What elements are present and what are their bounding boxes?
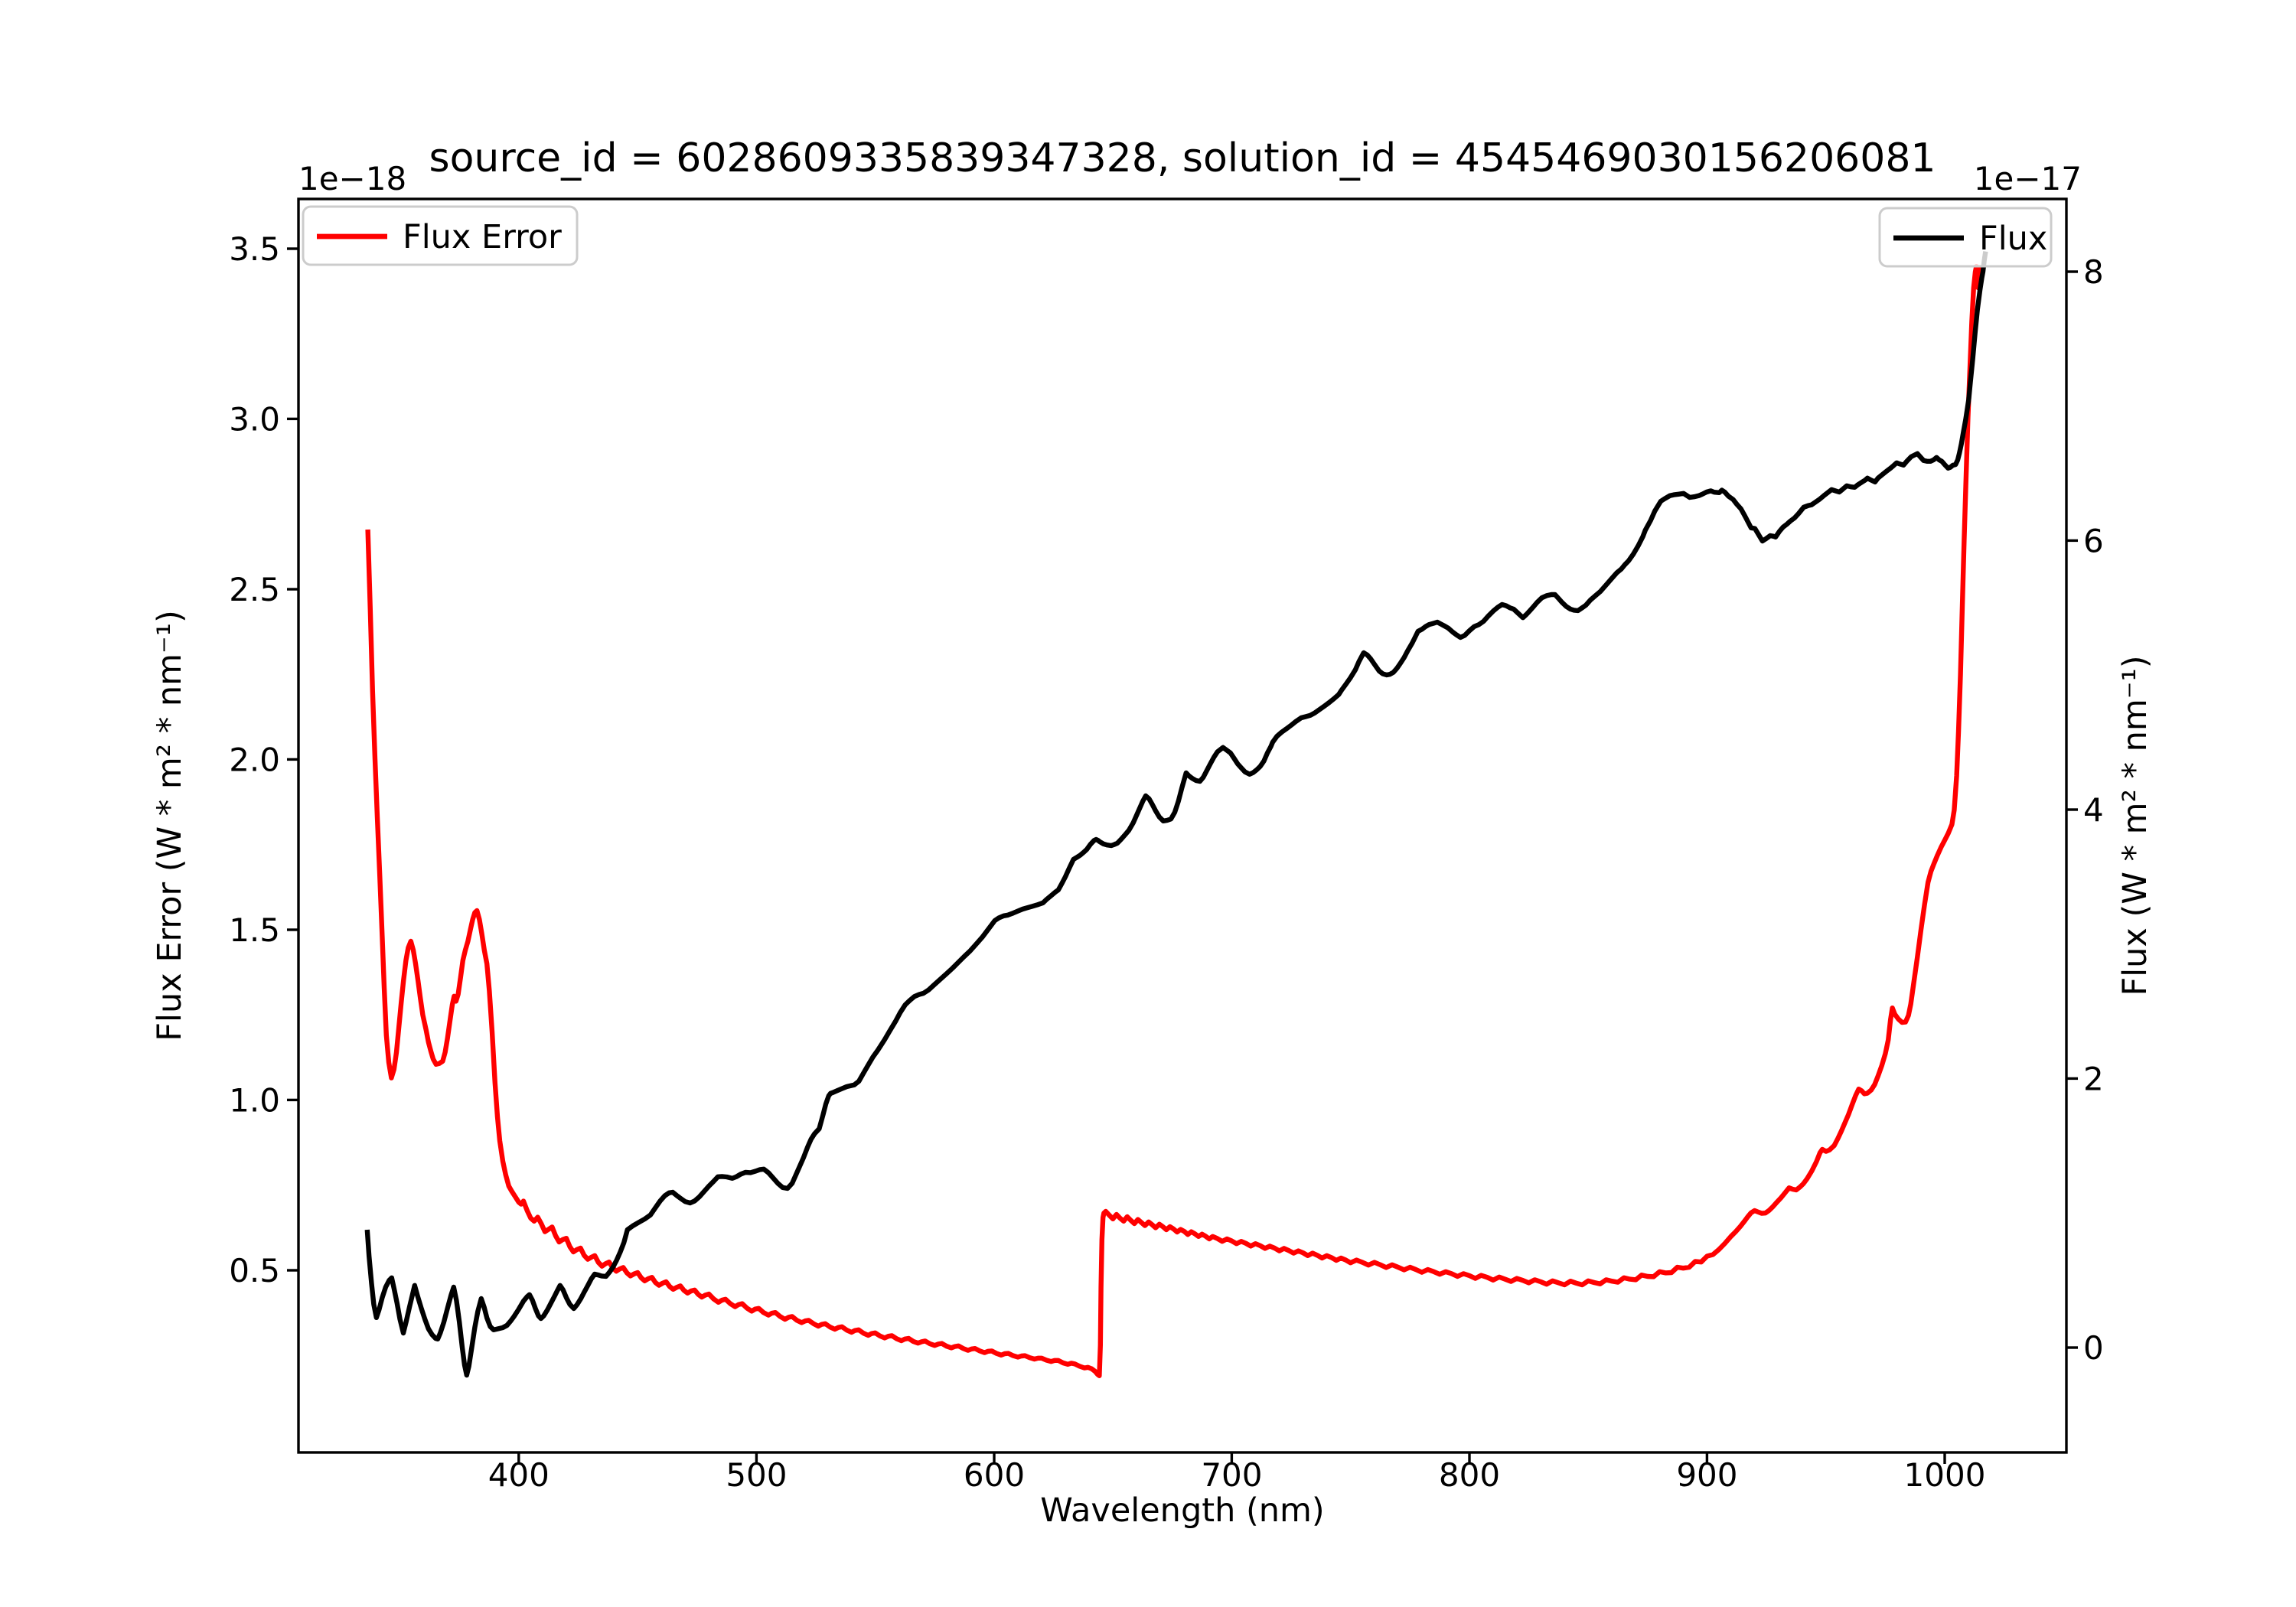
legend-flux: Flux — [1878, 207, 2053, 268]
legend-flux-error: Flux Error — [302, 205, 579, 266]
legend-flux-error-box — [302, 205, 579, 266]
series-line-flux-error — [365, 264, 1983, 1378]
left-y-tick-label-2: 2.0 — [229, 741, 280, 778]
right-y-tick-label-0: 0 — [2083, 1329, 2104, 1367]
right-y-axis-ticks: 0 2 4 6 8 — [2066, 253, 2104, 1367]
left-y-tick-label-3: 3.0 — [229, 400, 280, 438]
right-y-tick-label-6: 6 — [2083, 522, 2104, 559]
legend-flux-error-label: Flux Error — [403, 218, 562, 256]
left-y-tick-label-3.5: 3.5 — [229, 230, 280, 268]
left-axis-offset-text: 1e−18 — [298, 160, 406, 197]
right-y-tick-label-8: 8 — [2083, 253, 2104, 291]
x-axis-ticks: 400 500 600 700 800 900 1000 — [488, 1452, 1986, 1494]
data-series-layer — [364, 251, 1988, 1378]
left-y-axis-ticks: 0.5 1.0 1.5 2.0 2.5 3.0 3.5 — [229, 230, 298, 1289]
legend-flux-box — [1878, 207, 2053, 268]
right-axis-offset-text: 1e−17 — [1974, 160, 2082, 197]
x-tick-label-400: 400 — [488, 1456, 550, 1494]
x-axis-label: Wavelength (nm) — [1040, 1491, 1324, 1530]
chart-title: source_id = 6028609335839347328, solutio… — [429, 135, 1936, 181]
x-tick-label-700: 700 — [1201, 1456, 1262, 1494]
x-tick-label-500: 500 — [726, 1456, 787, 1494]
x-tick-label-900: 900 — [1676, 1456, 1737, 1494]
x-tick-label-800: 800 — [1439, 1456, 1500, 1494]
series-line-flux — [364, 251, 1988, 1378]
legend-flux-label: Flux — [1979, 220, 2047, 258]
left-y-tick-label-0.5: 0.5 — [229, 1252, 280, 1289]
right-y-axis-label: Flux (W * m² * nm⁻¹) — [2116, 656, 2154, 996]
right-y-tick-label-2: 2 — [2083, 1060, 2104, 1097]
x-tick-label-600: 600 — [964, 1456, 1025, 1494]
left-y-tick-label-2.5: 2.5 — [229, 571, 280, 608]
x-tick-label-1000: 1000 — [1904, 1456, 1986, 1494]
right-y-tick-label-4: 4 — [2083, 791, 2104, 829]
left-y-tick-label-1: 1.0 — [229, 1081, 280, 1119]
plot-frame — [297, 197, 2068, 1454]
left-y-tick-label-1.5: 1.5 — [229, 911, 280, 949]
left-y-axis-label: Flux Error (W * m² * nm⁻¹) — [151, 610, 189, 1041]
